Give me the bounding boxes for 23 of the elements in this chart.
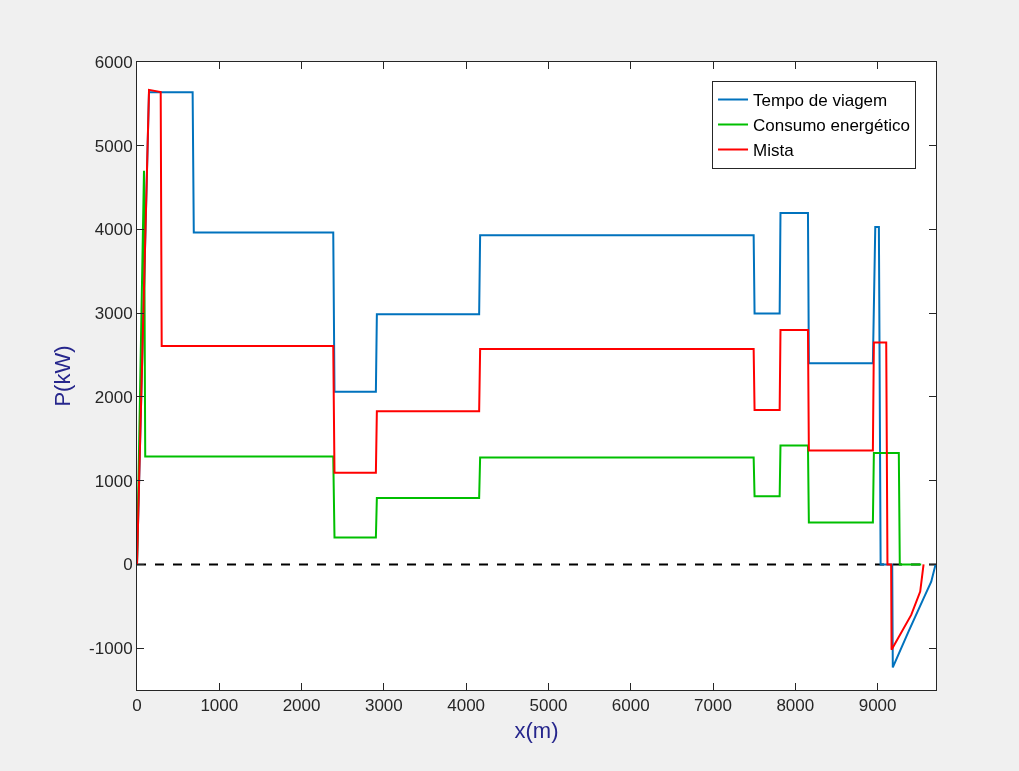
y-axis-title: P(kW) [49,345,75,407]
x-tick-label: 1000 [200,696,239,716]
y-tick-label: 0 [123,555,133,575]
x-tick-label: 3000 [364,696,403,716]
y-tick-label: 6000 [94,52,133,72]
y-tick-label: 1000 [94,471,133,491]
x-tick-label: 8000 [776,696,815,716]
legend-label: Mista [753,141,795,161]
x-tick-label: 7000 [694,696,732,716]
x-tick-label: 4000 [447,696,486,716]
line-series [137,169,923,566]
legend-label: Tempo de viagem [753,91,888,111]
y-tick-label: 4000 [94,220,133,240]
x-tick-label: 6000 [611,696,650,716]
x-tick-label: 5000 [529,696,568,716]
y-tick-label: 5000 [94,136,133,156]
x-tick-label: 9000 [858,696,897,716]
legend-label: Consumo energético [753,116,910,136]
x-axis-title: x(m) [514,718,559,744]
x-tick-label: 2000 [282,696,321,716]
y-tick-label: 3000 [94,304,133,324]
y-tick-label: -1000 [89,639,133,659]
y-tick-label: 2000 [94,387,133,407]
